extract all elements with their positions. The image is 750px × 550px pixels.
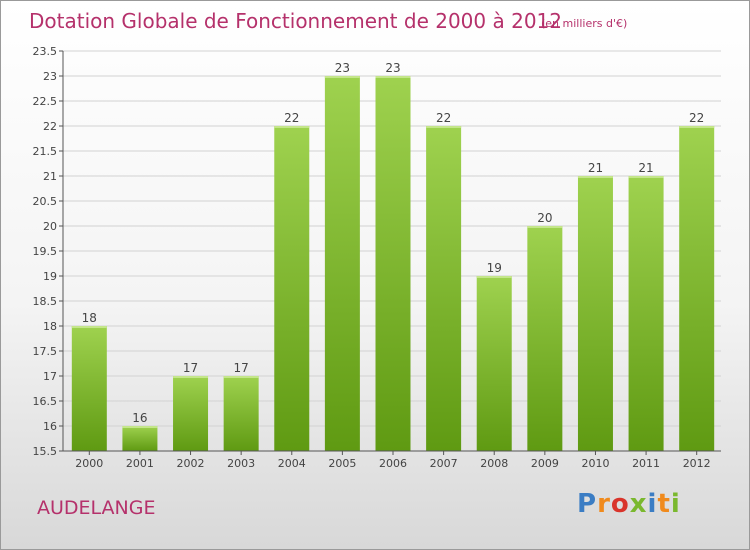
bar-highlight	[375, 76, 411, 78]
data-label: 23	[335, 61, 350, 75]
logo-letter: i	[647, 489, 658, 519]
bar	[274, 126, 310, 451]
y-tick-label: 21	[43, 170, 57, 183]
logo-letter: t	[657, 489, 671, 519]
x-tick-label: 2005	[328, 457, 356, 470]
bar	[527, 226, 563, 451]
y-tick-label: 20	[43, 220, 57, 233]
x-tick-label: 2012	[683, 457, 711, 470]
x-tick-label: 2007	[430, 457, 458, 470]
data-label: 17	[183, 361, 198, 375]
bar	[426, 126, 462, 451]
y-tick-label: 17	[43, 370, 57, 383]
y-tick-label: 22.5	[33, 95, 58, 108]
logo-letter: i	[670, 489, 681, 519]
data-label: 22	[436, 111, 451, 125]
bar-highlight	[679, 126, 715, 128]
chart-title: Dotation Globale de Fonctionnement de 20…	[29, 9, 562, 33]
bar	[375, 76, 411, 451]
bar-highlight	[71, 326, 107, 328]
chart-unit: (en milliers d'€)	[541, 17, 628, 30]
y-tick-label: 22	[43, 120, 57, 133]
y-tick-label: 23	[43, 70, 57, 83]
bar	[173, 376, 209, 451]
bar-highlight	[173, 376, 209, 378]
y-tick-label: 18.5	[33, 295, 58, 308]
bar-highlight	[122, 426, 158, 428]
data-label: 22	[284, 111, 299, 125]
data-label: 18	[82, 311, 97, 325]
bar-highlight	[274, 126, 310, 128]
x-tick-label: 2001	[126, 457, 154, 470]
y-tick-label: 19	[43, 270, 57, 283]
x-tick-label: 2002	[177, 457, 205, 470]
bar-highlight	[628, 176, 664, 178]
y-tick-label: 15.5	[33, 445, 58, 458]
x-tick-label: 2011	[632, 457, 660, 470]
bar	[324, 76, 360, 451]
commune-name: AUDELANGE	[37, 497, 156, 519]
proxiti-logo[interactable]: Proxiti	[577, 489, 681, 519]
bar	[577, 176, 613, 451]
logo-letter: r	[597, 489, 611, 519]
x-tick-label: 2004	[278, 457, 306, 470]
bar-highlight	[223, 376, 259, 378]
y-tick-label: 16.5	[33, 395, 58, 408]
bar	[71, 326, 107, 451]
bar-highlight	[577, 176, 613, 178]
logo-letter: P	[577, 489, 598, 519]
y-tick-label: 21.5	[33, 145, 58, 158]
x-tick-label: 2006	[379, 457, 407, 470]
data-label: 21	[588, 161, 603, 175]
bar	[628, 176, 664, 451]
bar	[679, 126, 715, 451]
bar-highlight	[527, 226, 563, 228]
data-label: 16	[132, 411, 147, 425]
bar-highlight	[426, 126, 462, 128]
logo-letter: o	[610, 489, 630, 519]
bar	[476, 276, 512, 451]
data-label: 17	[234, 361, 249, 375]
bar	[122, 426, 158, 451]
y-tick-label: 17.5	[33, 345, 58, 358]
x-tick-label: 2008	[480, 457, 508, 470]
x-tick-label: 2009	[531, 457, 559, 470]
y-tick-label: 20.5	[33, 195, 58, 208]
y-tick-label: 16	[43, 420, 57, 433]
bar	[223, 376, 259, 451]
bar-highlight	[476, 276, 512, 278]
data-label: 22	[689, 111, 704, 125]
bar-highlight	[324, 76, 360, 78]
x-tick-label: 2000	[75, 457, 103, 470]
y-tick-label: 23.5	[33, 45, 58, 58]
logo-letter: x	[629, 489, 648, 519]
data-label: 19	[487, 261, 502, 275]
y-tick-label: 18	[43, 320, 57, 333]
data-label: 20	[537, 211, 552, 225]
x-tick-label: 2010	[581, 457, 609, 470]
data-label: 21	[638, 161, 653, 175]
data-label: 23	[385, 61, 400, 75]
x-tick-label: 2003	[227, 457, 255, 470]
y-tick-label: 19.5	[33, 245, 58, 258]
